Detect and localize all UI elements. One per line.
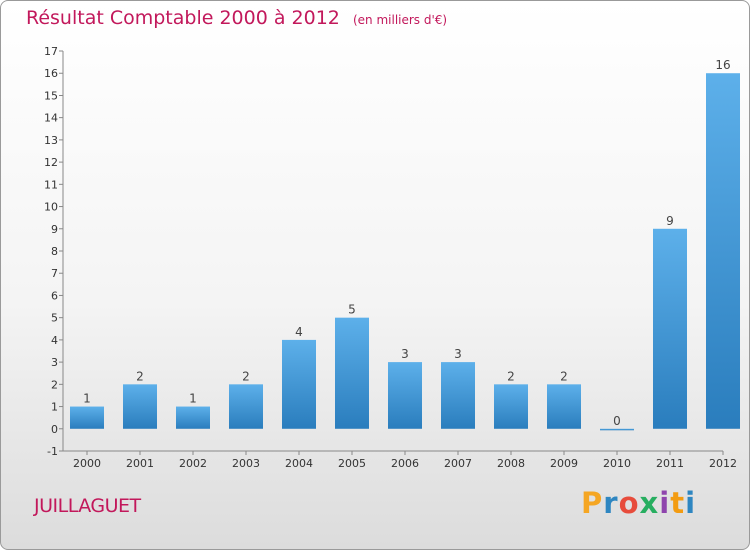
bar[interactable] (600, 428, 634, 431)
y-tick-label: 17 (44, 45, 58, 58)
y-tick-label: 5 (51, 312, 58, 325)
bar-value-label: 3 (454, 347, 462, 361)
x-tick-label: 2003 (232, 457, 260, 470)
x-tick-label: 2010 (603, 457, 631, 470)
bar[interactable] (494, 384, 528, 429)
bar-value-label: 2 (242, 369, 250, 383)
bar[interactable] (388, 362, 422, 429)
y-tick-label: 3 (51, 356, 58, 369)
brand-letter: P (581, 486, 604, 520)
y-tick-label: 9 (51, 223, 58, 236)
x-tick-label: 2008 (497, 457, 525, 470)
bar[interactable] (653, 228, 687, 429)
y-tick-label: 0 (51, 423, 58, 436)
brand-letter: t (670, 486, 686, 520)
x-tick-label: 2004 (285, 457, 313, 470)
x-tick-label: 2011 (656, 457, 684, 470)
y-tick-label: -1 (47, 445, 58, 458)
y-tick-label: 6 (51, 289, 58, 302)
x-tick-label: 2012 (709, 457, 737, 470)
x-tick-label: 2002 (179, 457, 207, 470)
y-tick-label: 2 (51, 378, 58, 391)
brand-letter: o (618, 486, 640, 520)
bar-value-label: 5 (348, 303, 356, 317)
y-tick-label: 8 (51, 245, 58, 258)
title-row: Résultat Comptable 2000 à 2012 (en milli… (26, 7, 447, 29)
brand-letter: i (685, 486, 697, 520)
x-tick-label: 2005 (338, 457, 366, 470)
bar-value-label: 1 (83, 392, 91, 406)
bar-value-label: 9 (666, 214, 674, 228)
bar[interactable] (335, 317, 369, 429)
brand-letter: x (639, 486, 660, 520)
x-tick-label: 2007 (444, 457, 472, 470)
y-tick-label: 1 (51, 401, 58, 414)
chart-title: Résultat Comptable 2000 à 2012 (26, 7, 340, 29)
y-tick-label: 16 (44, 67, 58, 80)
x-tick-label: 2001 (126, 457, 154, 470)
y-tick-label: 15 (44, 89, 58, 102)
brand-letter: r (603, 486, 619, 520)
bar[interactable] (70, 406, 104, 429)
bar-value-label: 2 (507, 369, 515, 383)
bar[interactable] (706, 73, 740, 429)
x-tick-label: 2006 (391, 457, 419, 470)
x-tick-label: 2000 (73, 457, 101, 470)
bar-value-label: 3 (401, 347, 409, 361)
bar-value-label: 4 (295, 325, 303, 339)
y-tick-label: 14 (44, 112, 58, 125)
proxiti-logo[interactable]: Proxiti (581, 486, 696, 520)
bar[interactable] (547, 384, 581, 429)
y-tick-label: 10 (44, 201, 58, 214)
commune-name: JUILLAGUET (34, 495, 141, 517)
bar-value-label: 1 (189, 392, 197, 406)
y-tick-label: 7 (51, 267, 58, 280)
bar[interactable] (282, 339, 316, 429)
bar[interactable] (123, 384, 157, 429)
x-axis: 2000 2001 2002 2003 2004 2005 2006 2007 2008 2009… (63, 450, 737, 470)
bar-value-label: 2 (136, 369, 144, 383)
chart-subtitle: (en milliers d'€) (352, 13, 448, 27)
y-tick-label: 4 (51, 334, 58, 347)
y-tick-label: 13 (44, 134, 58, 147)
bar-value-label: 16 (715, 58, 730, 72)
y-tick-label: 12 (44, 156, 58, 169)
x-tick-label: 2009 (550, 457, 578, 470)
bar[interactable] (229, 384, 263, 429)
bar[interactable] (176, 406, 210, 429)
bar-value-label: 0 (613, 414, 621, 428)
bar[interactable] (441, 362, 475, 429)
y-tick-label: 11 (44, 178, 58, 191)
bars: 1 2 1 2 4 5 3 3 2 2 0 9 16 (70, 58, 740, 431)
brand-letter: i (659, 486, 671, 520)
bar-value-label: 2 (560, 369, 568, 383)
